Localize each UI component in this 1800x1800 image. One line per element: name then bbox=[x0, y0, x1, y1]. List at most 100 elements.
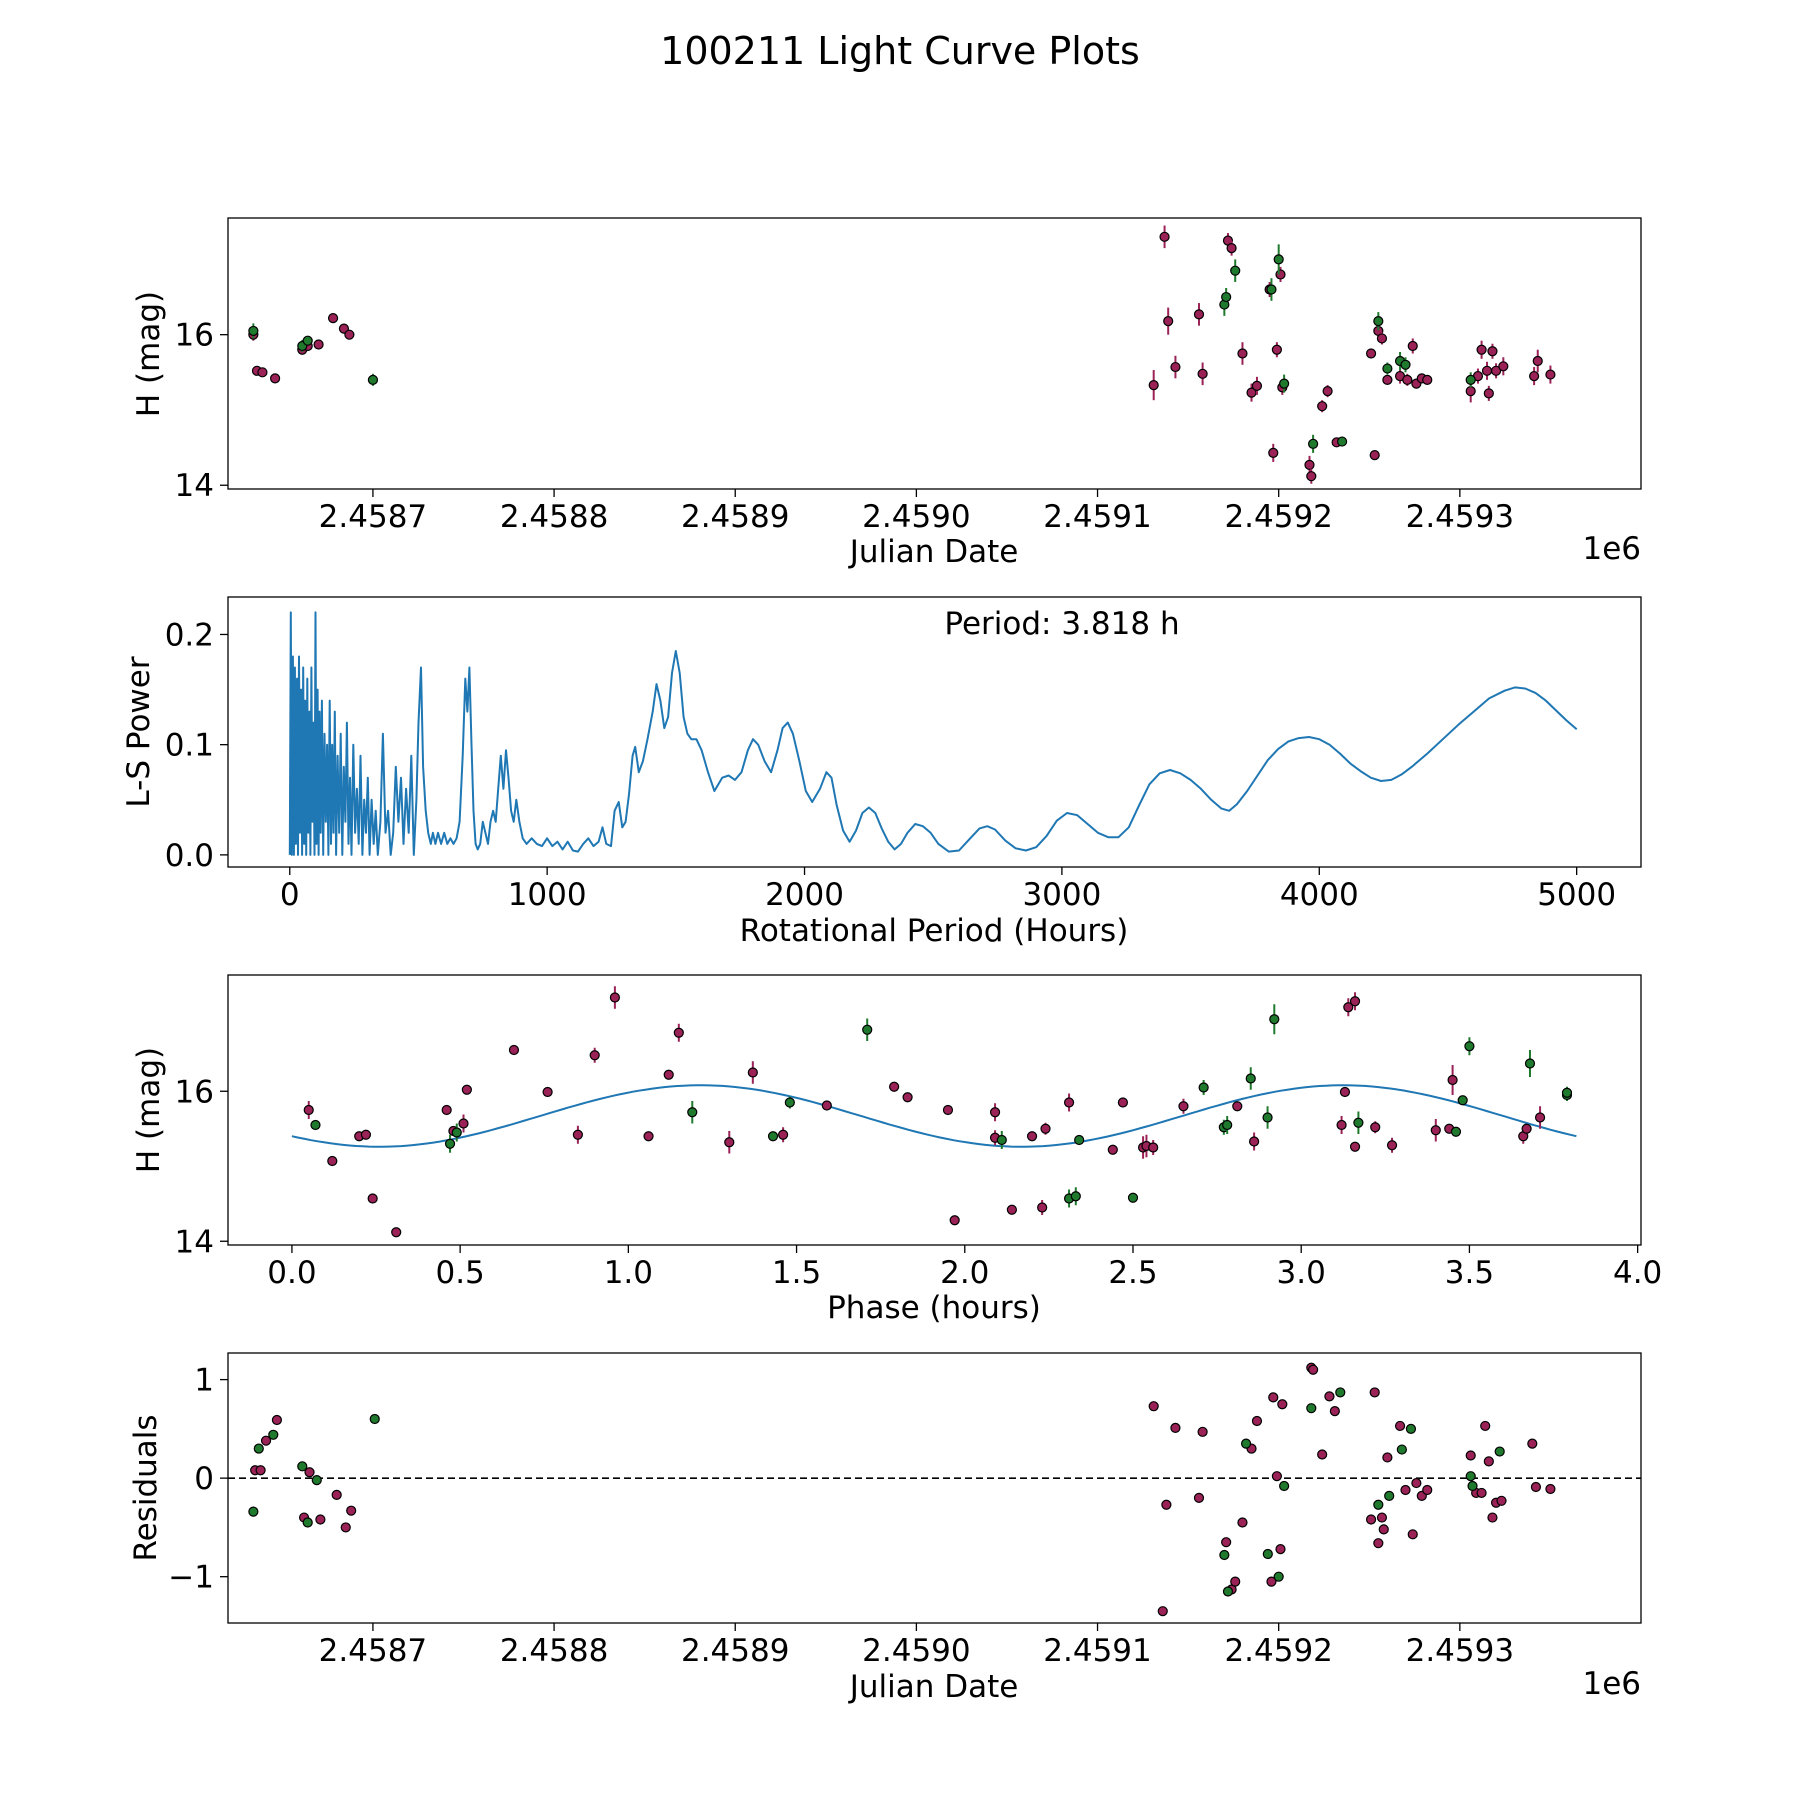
phased-point-r bbox=[303, 1104, 314, 1116]
residuals-point-r bbox=[1369, 1387, 1380, 1398]
residuals-point-r bbox=[260, 1435, 272, 1446]
lightcurve-point-g bbox=[367, 374, 379, 385]
phased-xlabel: Phase (hours) bbox=[827, 1290, 1041, 1326]
residuals-marks bbox=[228, 1362, 1641, 1617]
lightcurve-point-r bbox=[1476, 344, 1487, 355]
lightcurve-point-r bbox=[1382, 374, 1393, 385]
phased-point-g bbox=[767, 1131, 779, 1142]
lightcurve-ytick-label: 16 bbox=[175, 318, 214, 354]
periodogram-annotation: Period: 3.818 h bbox=[944, 606, 1179, 642]
residuals-point-g bbox=[1262, 1548, 1273, 1560]
residuals-point-r bbox=[346, 1505, 357, 1516]
lightcurve-point-r bbox=[1271, 344, 1282, 355]
residuals-point-r bbox=[1407, 1529, 1418, 1540]
periodogram-xtick-label: 2000 bbox=[765, 877, 844, 913]
phased-xtick-label: 3.0 bbox=[1277, 1255, 1326, 1291]
residuals-point-g bbox=[1335, 1387, 1346, 1398]
lightcurve-xtick-label: 2.4591 bbox=[1043, 499, 1151, 535]
phased-point-r bbox=[391, 1227, 402, 1238]
residuals-xtick-label: 2.4592 bbox=[1224, 1633, 1332, 1669]
phased-point-g bbox=[862, 1024, 873, 1035]
lightcurve-point-g bbox=[1465, 374, 1476, 385]
periodogram-frame bbox=[227, 596, 1642, 868]
periodogram-ylabel: L-S Power bbox=[121, 656, 157, 807]
lightcurve-point-r bbox=[1422, 374, 1433, 385]
phased-point-r bbox=[542, 1086, 553, 1098]
residuals-xtick-label: 2.4590 bbox=[862, 1633, 970, 1669]
phased-ytick-label: 14 bbox=[175, 1224, 214, 1260]
phased-point-g bbox=[1524, 1058, 1536, 1069]
phased-point-r bbox=[1349, 996, 1361, 1007]
residuals-point-r bbox=[1148, 1401, 1159, 1412]
residuals-point-g bbox=[1273, 1571, 1284, 1582]
phased-point-r bbox=[1249, 1136, 1260, 1147]
lightcurve-point-r bbox=[1251, 380, 1263, 391]
phased-point-r bbox=[1336, 1119, 1347, 1131]
residuals-xlabel: Julian Date bbox=[848, 1669, 1019, 1705]
phased-point-r bbox=[1040, 1123, 1051, 1134]
phased-point-r bbox=[441, 1104, 452, 1116]
lightcurve-point-g bbox=[1266, 284, 1277, 295]
phased-point-g bbox=[1269, 1014, 1280, 1025]
phased-xtick-label: 0.0 bbox=[267, 1255, 316, 1291]
phased-point-r bbox=[1370, 1122, 1381, 1133]
lightcurve-point-g bbox=[1221, 291, 1232, 303]
residuals-point-r bbox=[1476, 1487, 1487, 1499]
lightcurve-point-g bbox=[1279, 378, 1290, 389]
phased-point-r bbox=[367, 1193, 378, 1204]
residuals-point-r bbox=[1422, 1484, 1433, 1496]
lightcurve-point-r bbox=[1306, 471, 1317, 482]
lightcurve-point-r bbox=[1226, 243, 1237, 254]
periodogram-panel: 0 1000 2000 3000 4000 5000 0.0 0.1 0.2 Period: 3… bbox=[121, 596, 1642, 949]
residuals-point-r bbox=[1480, 1420, 1491, 1432]
lightcurve-frame bbox=[227, 217, 1642, 490]
periodogram-axes: 0 1000 2000 3000 4000 5000 0.0 0.1 0.2 bbox=[165, 617, 1616, 913]
phased-axes: 0.0 0.5 1.0 1.5 2.0 2.5 3.0 3.5 4.0 14 16 bbox=[175, 1074, 1663, 1291]
residuals-point-r bbox=[1465, 1450, 1476, 1461]
phased-frame bbox=[227, 974, 1642, 1246]
residuals-point-g bbox=[1405, 1423, 1417, 1434]
lightcurve-xlabel: Julian Date bbox=[848, 534, 1019, 570]
phased-point-r bbox=[1534, 1112, 1546, 1123]
residuals-point-g bbox=[1222, 1586, 1234, 1597]
phased-xtick-label: 1.5 bbox=[772, 1255, 821, 1291]
lightcurve-point-r bbox=[1376, 333, 1388, 344]
phased-point-r bbox=[1232, 1101, 1243, 1112]
residuals-point-r bbox=[1230, 1576, 1241, 1587]
phased-point-r bbox=[327, 1155, 338, 1167]
residuals-point-g bbox=[248, 1506, 259, 1517]
residuals-point-g bbox=[1494, 1446, 1505, 1457]
residuals-frame bbox=[227, 1352, 1642, 1624]
phased-point-r bbox=[360, 1129, 372, 1140]
phased-point-g bbox=[451, 1127, 462, 1138]
lightcurve-point-r bbox=[1304, 459, 1315, 471]
lightcurve-xtick-label: 2.4593 bbox=[1406, 499, 1514, 535]
phased-point-g bbox=[1464, 1041, 1475, 1052]
residuals-point-r bbox=[1530, 1481, 1542, 1493]
phased-point-r bbox=[461, 1084, 472, 1095]
residuals-point-g bbox=[302, 1517, 313, 1528]
phased-point-g bbox=[784, 1097, 795, 1108]
residuals-point-r bbox=[315, 1514, 326, 1525]
phased-point-g bbox=[1127, 1192, 1139, 1203]
phased-point-r bbox=[1386, 1140, 1398, 1151]
phased-point-r bbox=[673, 1027, 684, 1038]
lightcurve-point-r bbox=[1148, 380, 1159, 391]
lightcurve-xtick-label: 2.4588 bbox=[500, 499, 608, 535]
phased-point-g bbox=[1198, 1082, 1209, 1093]
residuals-point-r bbox=[1266, 1576, 1277, 1587]
phased-point-r bbox=[572, 1129, 583, 1140]
residuals-point-r bbox=[1251, 1415, 1263, 1427]
periodogram-ytick-label: 0.0 bbox=[165, 838, 214, 874]
lightcurve-point-r bbox=[1322, 386, 1333, 397]
phased-point-g bbox=[687, 1107, 698, 1118]
residuals-point-r bbox=[304, 1467, 315, 1478]
phased-model-curve bbox=[291, 1084, 1577, 1148]
lightcurve-point-r bbox=[1369, 450, 1380, 461]
phased-point-r bbox=[1063, 1097, 1075, 1108]
residuals-point-r bbox=[1157, 1606, 1168, 1617]
periodogram-xtick-label: 0 bbox=[280, 877, 300, 913]
lightcurve-point-r bbox=[1365, 348, 1377, 359]
residuals-point-g bbox=[1467, 1480, 1478, 1492]
